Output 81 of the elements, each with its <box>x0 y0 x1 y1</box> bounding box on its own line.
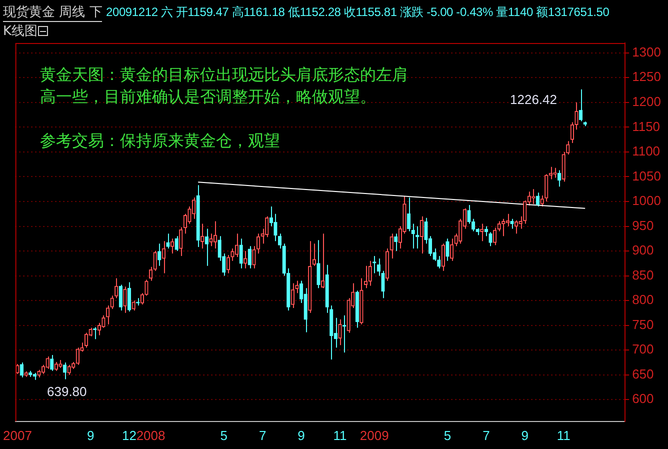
candlestick <box>536 192 540 207</box>
x-tick-label: 9 <box>521 428 529 443</box>
candlestick <box>248 246 252 269</box>
candlestick <box>488 232 492 247</box>
candlestick <box>274 213 278 242</box>
y-tick-label: 800 <box>632 292 654 308</box>
y-tick-label: 1150 <box>632 118 660 134</box>
candlestick <box>553 167 557 178</box>
candlestick <box>492 227 497 246</box>
x-tick-label: 5 <box>220 428 228 443</box>
candlestick <box>239 238 243 269</box>
y-tick-label: 1250 <box>632 69 661 84</box>
candlestick <box>123 286 127 314</box>
candlestick <box>144 279 148 296</box>
candlestick <box>450 238 454 262</box>
candlestick <box>67 364 71 376</box>
candlestick <box>84 332 88 348</box>
candlestick <box>132 300 136 311</box>
candlestick <box>510 218 514 230</box>
annotation: 参考交易：保持原来黄金仓，观望 <box>40 130 281 152</box>
candlestick <box>316 240 320 289</box>
x-tick-label: 11 <box>333 428 347 443</box>
candlestick <box>368 260 372 286</box>
candlestick <box>46 356 50 370</box>
annotation: 1226.42 <box>510 92 557 107</box>
candlestick <box>540 195 544 207</box>
candlestick <box>406 197 411 232</box>
candlestick <box>338 318 342 346</box>
annotation: 639.80 <box>47 384 87 399</box>
y-tick-label: 1100 <box>632 144 660 159</box>
text: K线图 <box>3 23 38 40</box>
candlestick <box>230 248 234 262</box>
candlestick <box>446 238 450 262</box>
y-tick-label: 650 <box>632 366 654 382</box>
candlestick <box>174 236 178 252</box>
x-tick-label: 9 <box>86 428 94 443</box>
candlestick <box>118 284 123 311</box>
candlestick <box>209 233 213 247</box>
candlestick <box>544 174 548 202</box>
y-tick-label: 900 <box>632 242 654 258</box>
y-tick-label: 750 <box>632 316 654 332</box>
candlestick <box>226 254 230 274</box>
candlestick <box>158 243 162 266</box>
candlestick <box>102 314 106 328</box>
candlestick <box>204 228 209 266</box>
annotation: 黄金天图：黄金的目标位出现远比头肩底形态的左肩高一些，目前难确认是否调整开始，略做观望。 <box>40 64 409 108</box>
x-tick-label: 7 <box>482 428 490 443</box>
x-tick-label: 7 <box>258 428 266 443</box>
candlestick <box>127 282 132 312</box>
y-tick-label: 1200 <box>632 94 661 110</box>
y-tick-label: 1000 <box>632 193 661 208</box>
x-tick-label: 11 <box>556 428 570 443</box>
chart-title: 现货黄金 周线 下 <box>3 3 102 22</box>
candlestick <box>62 362 67 380</box>
y-tick-label: 950 <box>632 218 654 233</box>
x-tick-label: 2007 <box>3 428 32 443</box>
candlestick <box>441 243 446 272</box>
y-tick-label: 1300 <box>632 44 661 60</box>
candlestick <box>76 347 80 366</box>
candlestick <box>390 233 394 259</box>
candlestick <box>162 240 166 274</box>
y-tick-label: 850 <box>632 267 654 282</box>
candlestick <box>166 233 170 250</box>
candlestick <box>290 282 295 308</box>
x-tick-label: 9 <box>298 428 305 443</box>
y-tick-label: 1050 <box>632 168 661 184</box>
x-tick-label: 2009 <box>360 428 389 443</box>
candlestick <box>16 363 20 374</box>
candlestick <box>523 200 527 224</box>
candlestick <box>50 354 54 372</box>
y-tick-label: 600 <box>632 391 654 406</box>
candlestick <box>192 197 196 220</box>
x-tick-label: 5 <box>444 428 452 443</box>
y-tick-label: 700 <box>632 342 654 357</box>
x-tick-label: 2008 <box>136 428 166 443</box>
candlestick <box>532 188 536 204</box>
candlestick <box>234 233 239 258</box>
chart-subtitle: 20091212 六 开1159.47 高1161.18 低1152.28 收1155.81 涨跌 -5.00 -0.43% 量1140 额1317651.50 <box>106 4 610 21</box>
x-tick-label: 12 <box>122 428 137 443</box>
candlestick <box>20 362 24 378</box>
candlestick <box>420 216 424 254</box>
